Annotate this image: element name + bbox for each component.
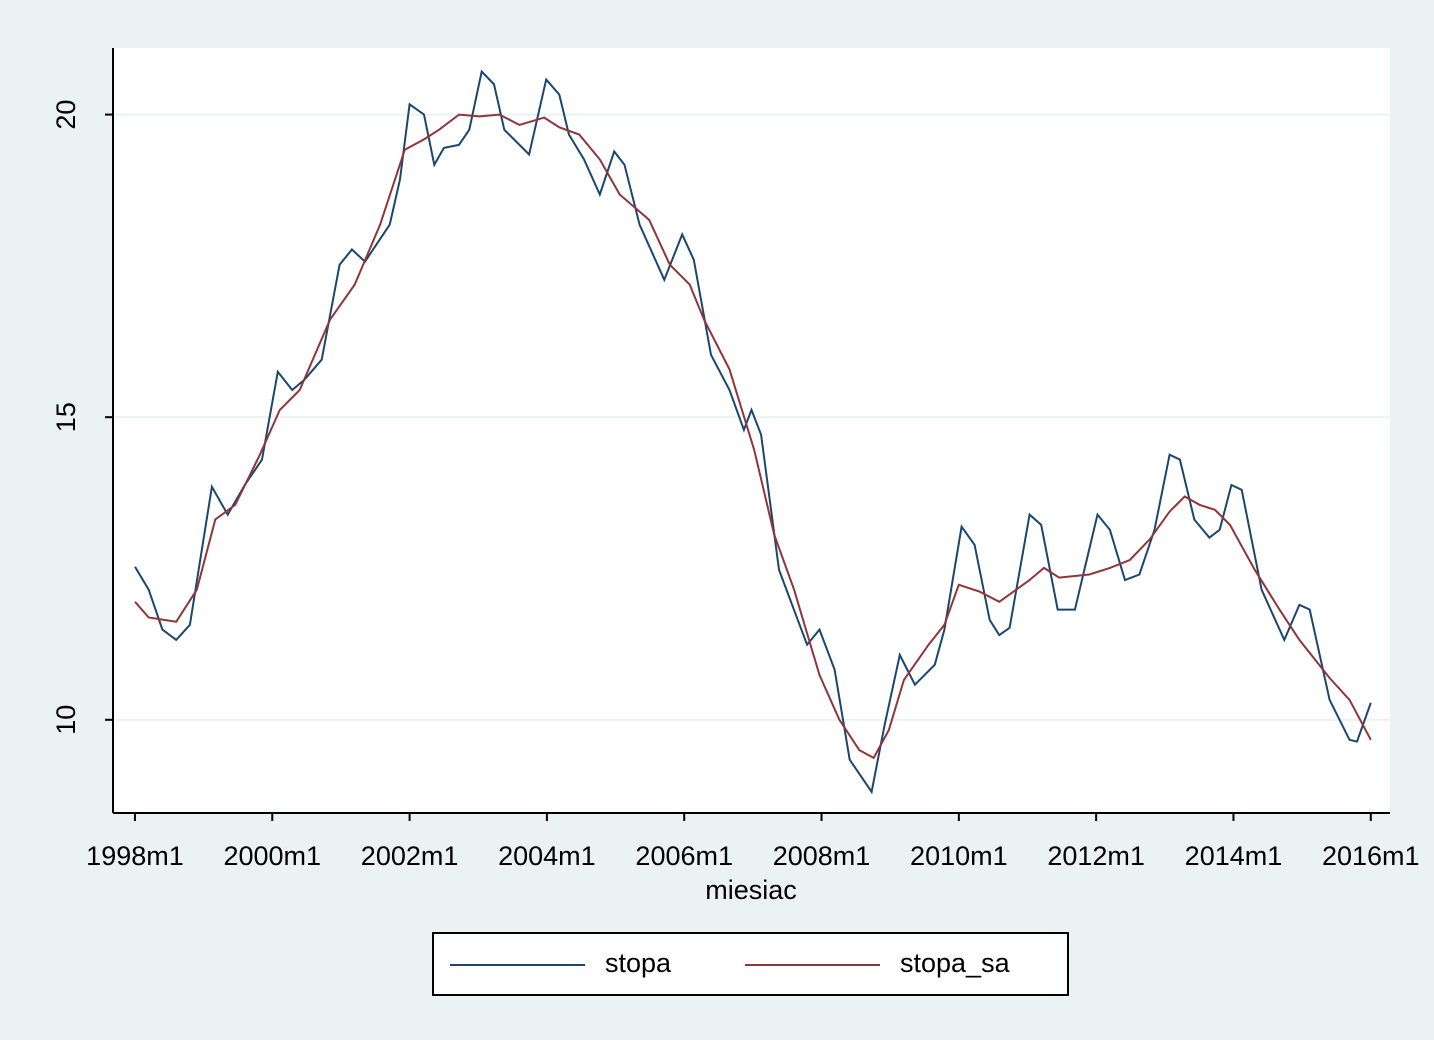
x-tick-label: 2012m1	[1047, 841, 1145, 871]
x-tick-label: 1998m1	[86, 841, 184, 871]
legend-label: stopa	[605, 948, 672, 978]
legend-label: stopa_sa	[900, 948, 1011, 978]
series-line	[134, 113, 1372, 760]
x-axis-title: miesiac	[705, 875, 797, 905]
x-tick-label: 2008m1	[773, 841, 871, 871]
x-tick-label: 2006m1	[635, 841, 733, 871]
y-tick-label: 20	[51, 100, 81, 130]
x-tick-label: 2000m1	[223, 841, 321, 871]
x-tick-label: 2002m1	[361, 841, 459, 871]
plot-area	[113, 48, 1390, 813]
x-tick-label: 2016m1	[1322, 841, 1420, 871]
y-tick-label: 15	[51, 402, 81, 432]
x-tick-label: 2014m1	[1185, 841, 1283, 871]
series-line	[134, 69, 1372, 795]
x-tick-label: 2010m1	[910, 841, 1008, 871]
y-tick-label: 10	[51, 705, 81, 735]
x-tick-label: 2004m1	[498, 841, 596, 871]
